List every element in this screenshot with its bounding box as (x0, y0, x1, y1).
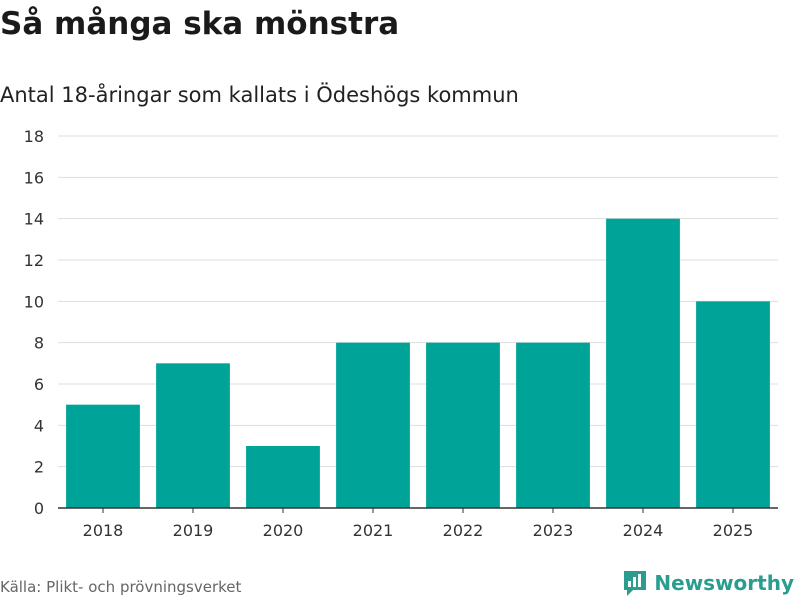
y-tick-label: 2 (34, 458, 44, 477)
y-tick-label: 0 (34, 499, 44, 518)
x-tick-label: 2022 (443, 521, 484, 540)
y-tick-label: 4 (34, 416, 44, 435)
bar-2021 (336, 342, 410, 508)
y-tick-label: 14 (24, 210, 44, 229)
y-tick-label: 18 (24, 127, 44, 146)
y-tick-label: 6 (34, 375, 44, 394)
y-tick-label: 8 (34, 334, 44, 353)
bar-2018 (66, 404, 140, 508)
y-tick-label: 12 (24, 251, 44, 270)
source-note: Källa: Plikt- och prövningsverket (0, 578, 242, 596)
x-tick-label: 2024 (623, 521, 664, 540)
bar-2025 (696, 301, 770, 508)
bar-2020 (246, 446, 320, 508)
x-tick-label: 2025 (713, 521, 754, 540)
newsworthy-logo-icon (624, 571, 647, 596)
bar-2024 (606, 218, 680, 508)
y-tick-label: 10 (24, 292, 44, 311)
x-tick-label: 2018 (83, 521, 124, 540)
bar-2019 (156, 363, 230, 508)
x-tick-label: 2019 (173, 521, 214, 540)
x-tick-label: 2021 (353, 521, 394, 540)
brand-name: Newsworthy (654, 571, 794, 595)
x-tick-label: 2020 (263, 521, 304, 540)
bar-2022 (426, 342, 500, 508)
chart-title: Så många ska mönstra (0, 6, 400, 42)
bar-2023 (516, 342, 590, 508)
x-tick-label: 2023 (533, 521, 574, 540)
chart-subtitle: Antal 18-åringar som kallats i Ödeshögs … (0, 83, 519, 107)
brand-logo: Newsworthy (622, 569, 794, 597)
y-tick-label: 16 (24, 168, 44, 187)
